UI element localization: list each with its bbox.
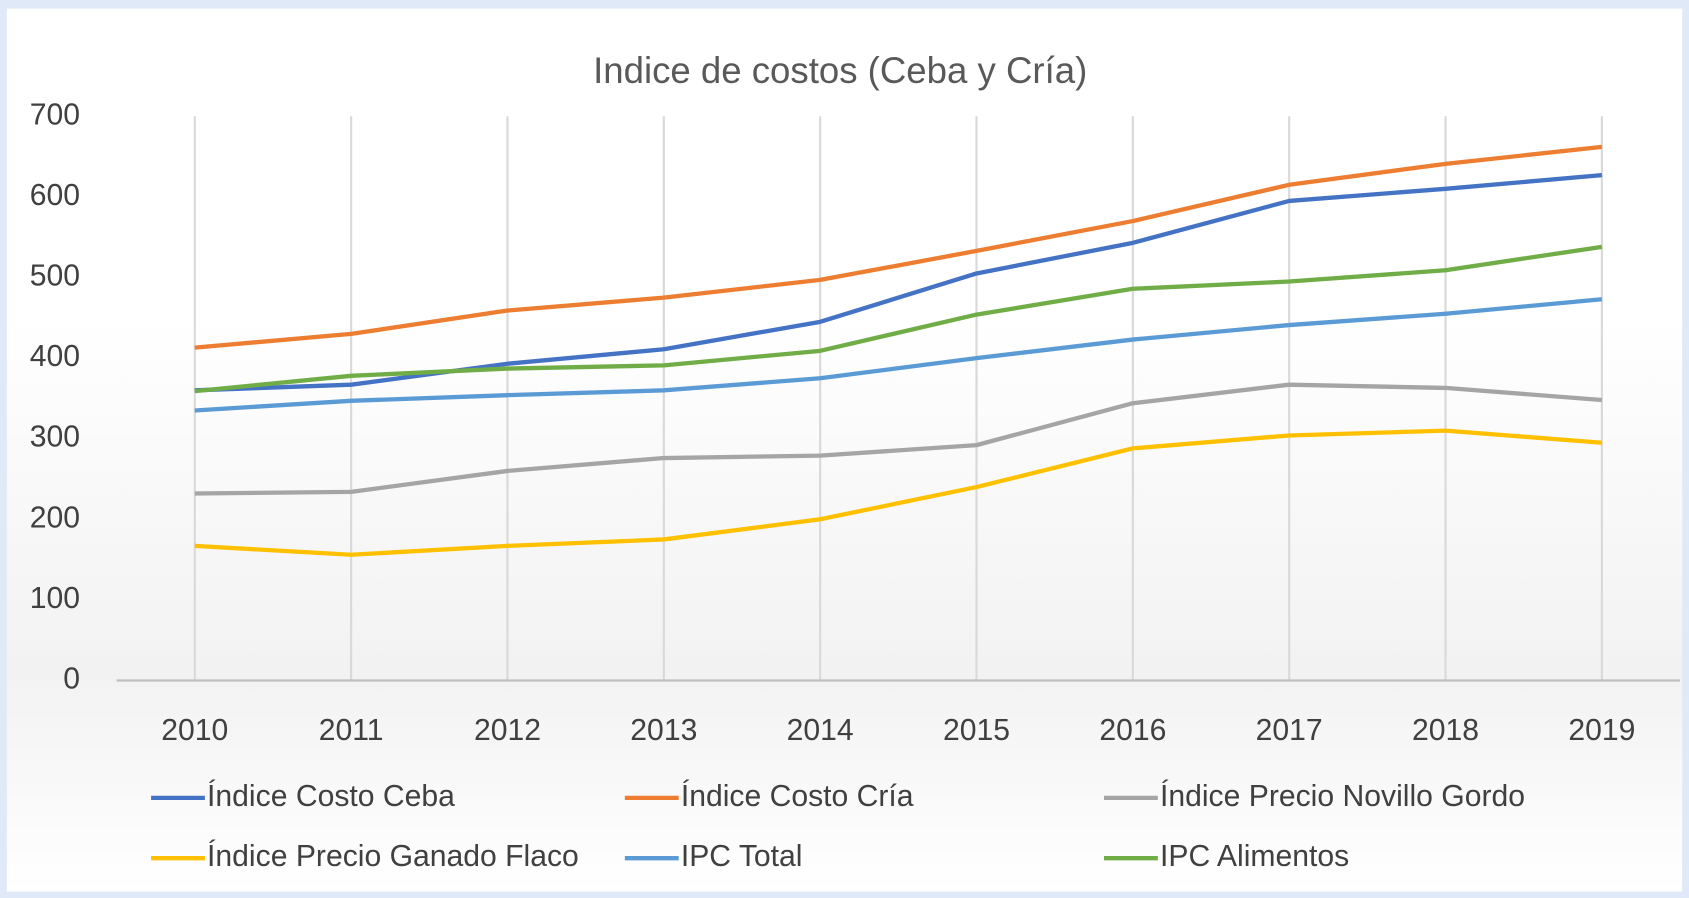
x-tick-label: 2012 xyxy=(474,714,541,747)
x-tick-label: 2010 xyxy=(161,714,228,747)
series-line xyxy=(194,144,1603,350)
legend-label: IPC Total xyxy=(681,840,803,873)
legend-label: Índice Costo Ceba xyxy=(207,780,455,813)
legend-label: Índice Precio Ganado Flaco xyxy=(207,840,579,873)
x-tick-label: 2017 xyxy=(1256,714,1323,747)
x-tick-label: 2011 xyxy=(319,714,384,747)
chart-area xyxy=(6,8,1683,892)
chart-title: Indice de costos (Ceba y Cría) xyxy=(593,50,1087,91)
y-tick-label: 500 xyxy=(30,259,80,292)
y-tick-label: 300 xyxy=(30,421,80,454)
y-tick-label: 200 xyxy=(30,501,80,534)
legend-label: Índice Precio Novillo Gordo xyxy=(1160,780,1525,813)
y-tick-label: 400 xyxy=(30,340,80,373)
series-line xyxy=(194,382,1603,496)
series-line xyxy=(194,428,1603,557)
x-tick-label: 2018 xyxy=(1412,714,1479,747)
legend-label: IPC Alimentos xyxy=(1160,840,1349,873)
y-tick-label: 600 xyxy=(30,179,80,212)
x-tick-label: 2019 xyxy=(1568,714,1635,747)
legend-label: Índice Costo Cría xyxy=(681,780,914,813)
x-tick-label: 2015 xyxy=(943,714,1010,747)
series-line xyxy=(194,244,1603,394)
x-tick-label: 2014 xyxy=(787,714,854,747)
y-tick-label: 0 xyxy=(63,662,80,695)
y-tick-label: 700 xyxy=(30,98,80,131)
series-line xyxy=(194,297,1603,413)
x-tick-label: 2016 xyxy=(1099,714,1166,747)
x-tick-label: 2013 xyxy=(630,714,697,747)
y-tick-label: 100 xyxy=(30,582,80,615)
